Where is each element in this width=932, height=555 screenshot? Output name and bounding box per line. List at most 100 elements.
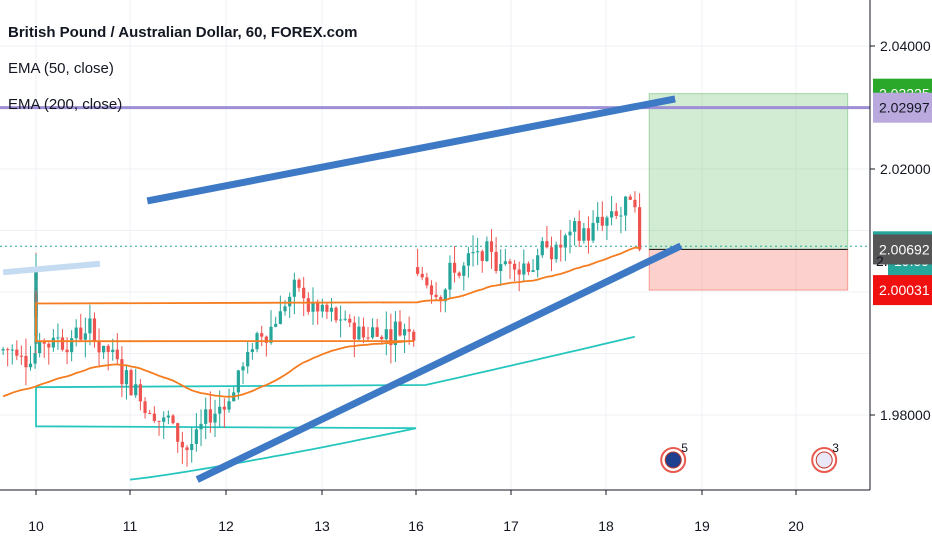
candle-body	[480, 251, 484, 261]
event-flag	[664, 451, 682, 469]
candle-body	[559, 244, 563, 248]
price-label-text: 2.00031	[879, 282, 930, 298]
candle-body	[297, 279, 301, 288]
candle-body	[157, 420, 161, 422]
candle-body	[586, 228, 591, 241]
candle-body	[51, 337, 55, 348]
candle-body	[343, 318, 347, 320]
candle-body	[34, 267, 38, 280]
candle-body	[70, 338, 74, 353]
candle-body	[190, 444, 194, 451]
candle-body	[274, 323, 278, 327]
candle-body	[269, 326, 273, 343]
candle-body	[545, 241, 549, 248]
x-tick-label: 13	[314, 518, 330, 534]
candles	[1, 191, 642, 467]
candle-body	[443, 289, 447, 302]
candle-body	[111, 349, 115, 353]
ema-50-legend[interactable]: EMA (50, close)	[8, 60, 114, 77]
candle-body	[246, 352, 250, 367]
candle-body	[6, 349, 10, 351]
candle-body	[517, 269, 521, 275]
candle-body	[434, 294, 438, 298]
candle-body	[19, 355, 23, 357]
price-labels: 2.032252.029972.0074319:592.006922.00031…	[873, 78, 932, 306]
candle-body	[24, 355, 28, 368]
candle-body	[288, 296, 292, 307]
trendline-lower-channel	[195, 242, 683, 483]
price-label-box	[873, 92, 932, 123]
candle-body	[227, 401, 231, 410]
candle-body	[83, 333, 87, 340]
candle-body	[124, 370, 129, 385]
stop-zone	[648, 248, 849, 291]
candle-body	[476, 251, 480, 253]
candle-body	[577, 221, 581, 241]
candle-body	[60, 337, 65, 350]
candle-body	[47, 343, 51, 348]
candle-body	[311, 301, 315, 312]
candle-body	[439, 297, 443, 302]
candle-body	[389, 329, 393, 346]
long-position-tool[interactable]	[648, 93, 849, 291]
trendline-upper-channel	[146, 95, 676, 205]
candle-body	[92, 318, 97, 342]
candle-body	[33, 353, 37, 364]
candle-body	[120, 359, 124, 385]
x-tick-label: 19	[694, 518, 710, 534]
candle-body	[512, 263, 517, 270]
candle-body	[236, 370, 240, 393]
price-label-text: 2.02997	[879, 100, 930, 116]
candle-body	[526, 263, 531, 272]
candle-body	[549, 247, 554, 260]
candle-body	[628, 196, 632, 200]
candle-body	[452, 262, 457, 273]
ema-200-legend[interactable]: EMA (200, close)	[8, 96, 123, 113]
candle-body	[1, 349, 5, 351]
candle-body	[352, 322, 356, 340]
trendlines[interactable]	[2, 95, 683, 483]
candle-body	[429, 285, 434, 295]
candle-body	[357, 326, 361, 340]
candle-body	[398, 321, 402, 336]
candle-body	[283, 306, 287, 312]
x-tick-label: 16	[408, 518, 424, 534]
candle-body	[522, 263, 526, 275]
candle-body	[199, 423, 203, 430]
candle-body	[402, 329, 407, 336]
candle-body	[489, 241, 494, 252]
candle-body	[568, 231, 572, 236]
candle-body	[222, 406, 226, 410]
candle-body	[134, 384, 138, 396]
event-flag	[815, 451, 833, 469]
candle-body	[466, 253, 471, 266]
ema-200-line	[35, 335, 636, 481]
candle-body	[15, 349, 19, 356]
candle-body	[171, 415, 175, 424]
x-tick-label: 18	[598, 518, 614, 534]
candle-body	[204, 409, 208, 424]
candle-body	[614, 211, 618, 216]
candle-body	[97, 341, 101, 353]
horizontal-level-line[interactable]	[0, 106, 870, 247]
candle-body	[129, 370, 133, 396]
candle-body	[633, 199, 637, 208]
candle-body	[316, 301, 320, 312]
candle-body	[485, 241, 489, 261]
candle-body	[152, 413, 156, 421]
x-tick-label: 17	[503, 518, 519, 534]
candle-body	[218, 406, 222, 414]
candle-body	[260, 333, 264, 337]
candle-body	[241, 366, 245, 371]
candle-body	[115, 349, 119, 360]
candle-body	[79, 327, 83, 340]
candle-body	[329, 307, 334, 312]
candle-body	[573, 221, 577, 232]
candle-body	[194, 429, 198, 445]
candle-body	[605, 217, 609, 226]
candle-body	[180, 441, 184, 448]
candle-body	[412, 331, 416, 341]
